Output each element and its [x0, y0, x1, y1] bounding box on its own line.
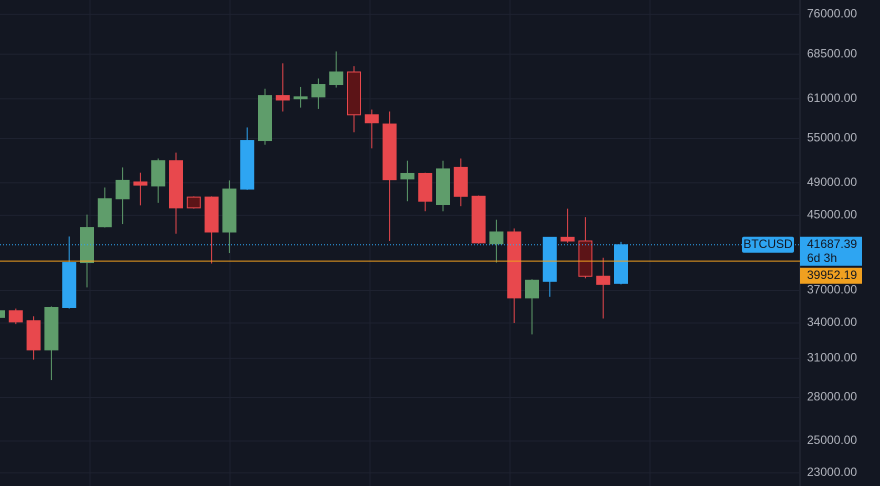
- candle-body: [489, 231, 504, 245]
- candle-body: [44, 306, 59, 351]
- candle-body: [0, 310, 5, 318]
- candle-body: [169, 160, 183, 209]
- y-tick-label: 25000.00: [807, 433, 857, 447]
- candle-body: [329, 71, 344, 86]
- candle-body: [560, 236, 575, 242]
- candle-body: [578, 240, 593, 277]
- candle-body: [293, 96, 308, 100]
- candle-body: [222, 188, 237, 233]
- price-line-label: 39952.19: [807, 268, 857, 282]
- last-price-bg: [800, 236, 862, 266]
- candle-body: [311, 84, 326, 98]
- candle-body: [62, 262, 77, 308]
- candle-body: [347, 71, 361, 116]
- candle-body: [151, 160, 166, 187]
- candle-body: [204, 196, 219, 233]
- y-tick-label: 68500.00: [807, 46, 857, 60]
- candle-body: [26, 320, 41, 351]
- candle-body: [507, 231, 522, 299]
- candle-body: [471, 195, 486, 244]
- candle-body: [525, 279, 539, 299]
- candle-body: [400, 172, 415, 180]
- symbol-tag-bg: [742, 236, 794, 253]
- y-tick-label: 76000.00: [807, 7, 857, 21]
- y-tick-label: 37000.00: [807, 283, 857, 297]
- candle-body: [240, 140, 255, 190]
- candle-body: [614, 244, 628, 284]
- candle-body: [364, 114, 379, 124]
- candle-body: [133, 181, 148, 186]
- candle-body: [436, 168, 450, 206]
- y-tick-label: 28000.00: [807, 390, 857, 404]
- y-tick-label: 31000.00: [807, 351, 857, 365]
- candle-body: [382, 123, 397, 181]
- candle-body: [275, 95, 290, 101]
- y-tick-label: 23000.00: [807, 465, 857, 479]
- y-tick-label: 49000.00: [807, 175, 857, 189]
- symbol-tag: BTCUSD: [743, 237, 793, 251]
- price-line-bg: [800, 267, 862, 284]
- last-price-label: 41687.39: [807, 237, 857, 251]
- candle-body: [8, 310, 23, 323]
- y-tick-label: 34000.00: [807, 315, 857, 329]
- candle-body: [258, 95, 272, 142]
- candle-body: [453, 166, 468, 197]
- candle-body: [542, 236, 557, 282]
- candle-body: [115, 179, 130, 200]
- y-tick-label: 45000.00: [807, 208, 857, 222]
- candle-body: [186, 196, 201, 209]
- candle-body: [418, 172, 433, 202]
- countdown-label: 6d 3h: [807, 251, 837, 265]
- y-tick-label: 55000.00: [807, 131, 857, 145]
- candle-body: [596, 275, 611, 285]
- candle-body: [97, 198, 112, 228]
- y-tick-label: 61000.00: [807, 91, 857, 105]
